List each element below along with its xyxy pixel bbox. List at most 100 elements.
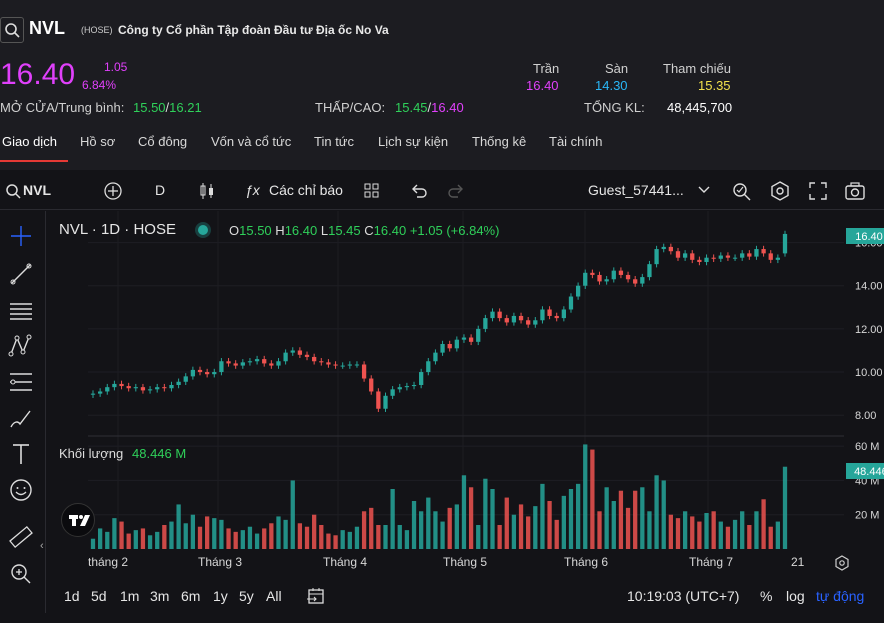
- candle-body: [426, 361, 431, 373]
- candle-body: [126, 386, 131, 389]
- indicators-button[interactable]: Các chỉ báo: [269, 182, 343, 198]
- layout-grid-icon[interactable]: [363, 182, 381, 200]
- candle-body: [440, 344, 445, 353]
- volume-bar: [440, 521, 445, 549]
- range-1m[interactable]: 1m: [120, 588, 140, 604]
- volume-bar: [361, 511, 367, 549]
- tab-thong-ke[interactable]: Thống kê: [472, 134, 527, 149]
- candle-body: [747, 253, 752, 257]
- tab-co-dong[interactable]: Cổ đông: [138, 134, 188, 149]
- collapse-toolbar-icon[interactable]: ‹: [40, 540, 44, 552]
- candle-body: [647, 264, 652, 278]
- compare-add-icon[interactable]: [103, 181, 123, 201]
- volume-bar: [262, 528, 267, 549]
- range-5d[interactable]: 5d: [91, 588, 107, 604]
- ohlc-change: +1.05 (+6.84%): [409, 223, 500, 238]
- candle-body: [447, 344, 452, 349]
- volume-bar: [575, 483, 581, 549]
- volume-bar: [147, 535, 153, 549]
- fib-retracement-icon[interactable]: [8, 369, 34, 395]
- volume-bar: [197, 526, 203, 549]
- redo-icon[interactable]: [447, 182, 465, 200]
- goto-date-icon[interactable]: [306, 586, 326, 606]
- last-price-tag: 16.40: [855, 231, 883, 243]
- volume-bar: [140, 528, 146, 549]
- time-tick-label: tháng 2: [88, 555, 128, 569]
- candle-body: [732, 257, 738, 259]
- volume-bar: [240, 530, 245, 549]
- tab-giao-dich[interactable]: Giao dịch: [2, 134, 57, 149]
- candle-body: [112, 383, 117, 388]
- range-1d[interactable]: 1d: [64, 588, 80, 604]
- emoji-icon[interactable]: [8, 477, 34, 503]
- candle-body: [390, 389, 395, 396]
- text-tool-icon[interactable]: [8, 441, 34, 467]
- candle-body: [269, 363, 274, 366]
- volume-bar: [568, 489, 574, 549]
- log-toggle[interactable]: log: [786, 588, 805, 604]
- symbol-search-icon[interactable]: [5, 183, 21, 199]
- volume-bar: [690, 516, 695, 549]
- candle-body: [411, 385, 417, 387]
- zoom-in-icon[interactable]: [8, 561, 34, 587]
- volume-bar: [511, 514, 517, 549]
- fullscreen-icon[interactable]: [808, 181, 828, 201]
- tab-tin-tuc[interactable]: Tin tức: [314, 134, 355, 149]
- range-1y[interactable]: 1y: [213, 588, 228, 604]
- tab-lich-su-kien[interactable]: Lịch sự kiện: [378, 134, 449, 149]
- tradingview-logo[interactable]: [61, 503, 95, 537]
- fx-icon: ƒx: [245, 182, 260, 198]
- trend-line-icon[interactable]: [8, 261, 34, 287]
- tab-ho-so[interactable]: Hồ sơ: [80, 134, 116, 149]
- undo-icon[interactable]: [410, 182, 428, 200]
- brush-icon[interactable]: [8, 405, 34, 431]
- crosshair-icon[interactable]: [8, 223, 34, 249]
- tab-von-co-tuc[interactable]: Vốn và cổ tức: [211, 134, 292, 149]
- quick-search-icon[interactable]: [731, 180, 753, 202]
- range-5y[interactable]: 5y: [239, 588, 254, 604]
- range-6m[interactable]: 6m: [181, 588, 201, 604]
- settings-icon[interactable]: [769, 180, 791, 202]
- volume-bar: [754, 511, 759, 549]
- volume-bar: [504, 497, 509, 549]
- user-account-menu[interactable]: Guest_57441...: [588, 182, 684, 198]
- chevron-down-icon[interactable]: [697, 184, 711, 196]
- candle-body: [775, 257, 781, 260]
- tab-tai-chinh[interactable]: Tài chính: [549, 134, 603, 149]
- axis-settings-icon[interactable]: [834, 555, 850, 571]
- candle-body: [547, 309, 552, 316]
- volume-bar: [554, 519, 559, 549]
- range-all[interactable]: All: [266, 588, 282, 604]
- volume-bar: [725, 526, 731, 549]
- last-price: 16.40: [0, 58, 76, 91]
- volume-bar: [718, 521, 723, 549]
- candle-body: [297, 350, 303, 355]
- time-tick-label: Tháng 4: [323, 555, 367, 569]
- symbol-input[interactable]: NVL: [23, 182, 51, 198]
- auto-scale-toggle[interactable]: tự động: [816, 588, 865, 604]
- volume-bar: [675, 518, 681, 549]
- search-button[interactable]: [0, 17, 24, 43]
- volume-bar: [476, 525, 481, 549]
- camera-icon[interactable]: [844, 181, 866, 201]
- percent-toggle[interactable]: %: [760, 588, 773, 604]
- candle-body: [326, 362, 331, 365]
- chart-toolbar: NVL D ƒx Các chỉ báo Guest_57441...: [0, 170, 884, 210]
- ruler-icon[interactable]: [8, 524, 34, 550]
- interval-selector[interactable]: D: [155, 182, 166, 198]
- range-3m[interactable]: 3m: [150, 588, 170, 604]
- candle-body: [397, 387, 402, 390]
- candle-type-icon[interactable]: [198, 181, 216, 201]
- candle-body: [169, 385, 174, 389]
- volume-bar: [205, 516, 210, 549]
- clock-timezone[interactable]: 10:19:03 (UTC+7): [627, 588, 740, 604]
- candle-body: [119, 383, 124, 387]
- ohlc-high: 16.40: [284, 223, 318, 238]
- horizontal-lines-icon[interactable]: [8, 298, 34, 324]
- volume-bar: [654, 475, 659, 549]
- volume-bar: [304, 526, 310, 549]
- reference-value: 15.35: [698, 78, 731, 93]
- floor-label: Sàn: [605, 61, 629, 76]
- pattern-icon[interactable]: [8, 333, 34, 359]
